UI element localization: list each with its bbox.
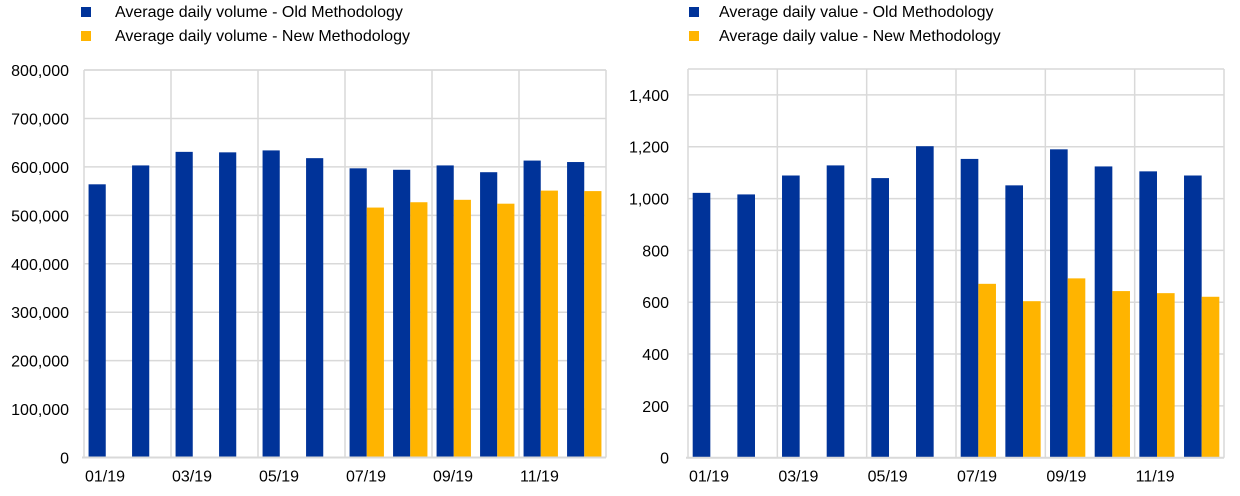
y-tick-label: 200,000	[11, 354, 69, 371]
bar-01-19	[692, 192, 711, 458]
bar-05-19	[871, 178, 889, 458]
y-tick-label: 100,000	[11, 402, 69, 419]
bar-09-19	[453, 199, 471, 458]
x-tick-label: 07/19	[957, 469, 997, 486]
x-tick-label: 03/19	[172, 469, 212, 486]
legend-swatch-new	[689, 31, 699, 41]
y-tick-label: 200	[642, 399, 669, 416]
bar-10-19	[497, 203, 515, 458]
bar-01-19	[88, 184, 106, 458]
bar-11-19	[1157, 293, 1175, 458]
series-new-methodology	[978, 278, 1220, 458]
bar-05-19	[262, 150, 280, 458]
series-old-methodology	[88, 150, 585, 458]
y-tick-label: 500,000	[11, 208, 69, 225]
y-tick-label: 400	[642, 347, 669, 364]
bar-06-19	[306, 158, 324, 458]
bar-12-19	[567, 162, 585, 458]
y-tick-label: 400,000	[11, 257, 69, 274]
bar-11-19	[540, 190, 558, 458]
y-tick-label: 700,000	[11, 111, 69, 128]
bar-07-19	[960, 158, 979, 458]
legend-label-new: Average daily value - New Methodology	[719, 28, 1001, 45]
bar-10-19	[1094, 166, 1113, 458]
legend-label-old: Average daily value - Old Methodology	[719, 4, 994, 21]
bar-03-19	[175, 151, 193, 458]
bar-02-19	[132, 165, 150, 458]
gridlines	[687, 68, 1225, 458]
y-tick-label: 1,200	[629, 140, 669, 157]
bar-07-19	[978, 283, 996, 458]
x-tick-label: 05/19	[868, 469, 908, 486]
legend-swatch-old	[689, 7, 699, 17]
bar-12-19	[584, 191, 602, 458]
y-tick-label: 1,000	[629, 192, 669, 209]
x-tick-label: 09/19	[433, 469, 473, 486]
bar-08-19	[1023, 301, 1041, 458]
bar-10-19	[480, 172, 498, 458]
bar-12-19	[1184, 175, 1202, 458]
legend-label-old: Average daily volume - Old Methodology	[115, 4, 403, 21]
bar-11-19	[1139, 171, 1157, 458]
bar-04-19	[219, 152, 237, 458]
bar-07-19	[366, 207, 384, 458]
gridlines	[83, 69, 607, 458]
series-new-methodology	[366, 190, 602, 458]
bar-09-19	[1050, 149, 1068, 458]
y-tick-label: 300,000	[11, 305, 69, 322]
y-tick-label: 800	[642, 243, 669, 260]
volume-chart: Average daily volume - Old Methodology Av…	[11, 4, 607, 486]
legend-swatch-old	[81, 7, 91, 17]
bar-08-19	[393, 169, 411, 458]
bar-03-19	[782, 175, 800, 458]
bar-06-19	[916, 146, 934, 458]
legend-swatch-new	[81, 31, 91, 41]
y-tick-label: 600,000	[11, 160, 69, 177]
bar-09-19	[436, 165, 454, 458]
y-tick-label: 600	[642, 295, 669, 312]
bar-11-19	[523, 160, 541, 458]
x-tick-label: 03/19	[778, 469, 818, 486]
bar-04-19	[826, 165, 845, 458]
x-tick-label: 11/19	[520, 469, 559, 486]
x-tick-label: 05/19	[259, 469, 299, 486]
series-old-methodology	[692, 146, 1202, 458]
x-tick-label: 11/19	[1136, 469, 1175, 486]
legend-label-new: Average daily volume - New Methodology	[115, 28, 410, 45]
bar-07-19	[349, 168, 367, 458]
bar-08-19	[410, 202, 428, 458]
value-chart: Average daily value - Old Methodology Ave…	[629, 4, 1225, 486]
bar-02-19	[737, 194, 755, 458]
y-tick-label: 0	[660, 451, 669, 468]
x-tick-label: 09/19	[1046, 469, 1086, 486]
x-tick-label: 01/19	[689, 469, 729, 486]
bar-09-19	[1067, 278, 1086, 458]
y-tick-label: 1,400	[629, 88, 669, 105]
x-tick-label: 01/19	[85, 469, 125, 486]
bar-08-19	[1005, 185, 1023, 458]
y-tick-label: 0	[60, 451, 69, 468]
bar-10-19	[1112, 291, 1130, 458]
y-tick-label: 800,000	[11, 63, 69, 80]
x-tick-label: 07/19	[346, 469, 386, 486]
bar-12-19	[1201, 296, 1220, 458]
